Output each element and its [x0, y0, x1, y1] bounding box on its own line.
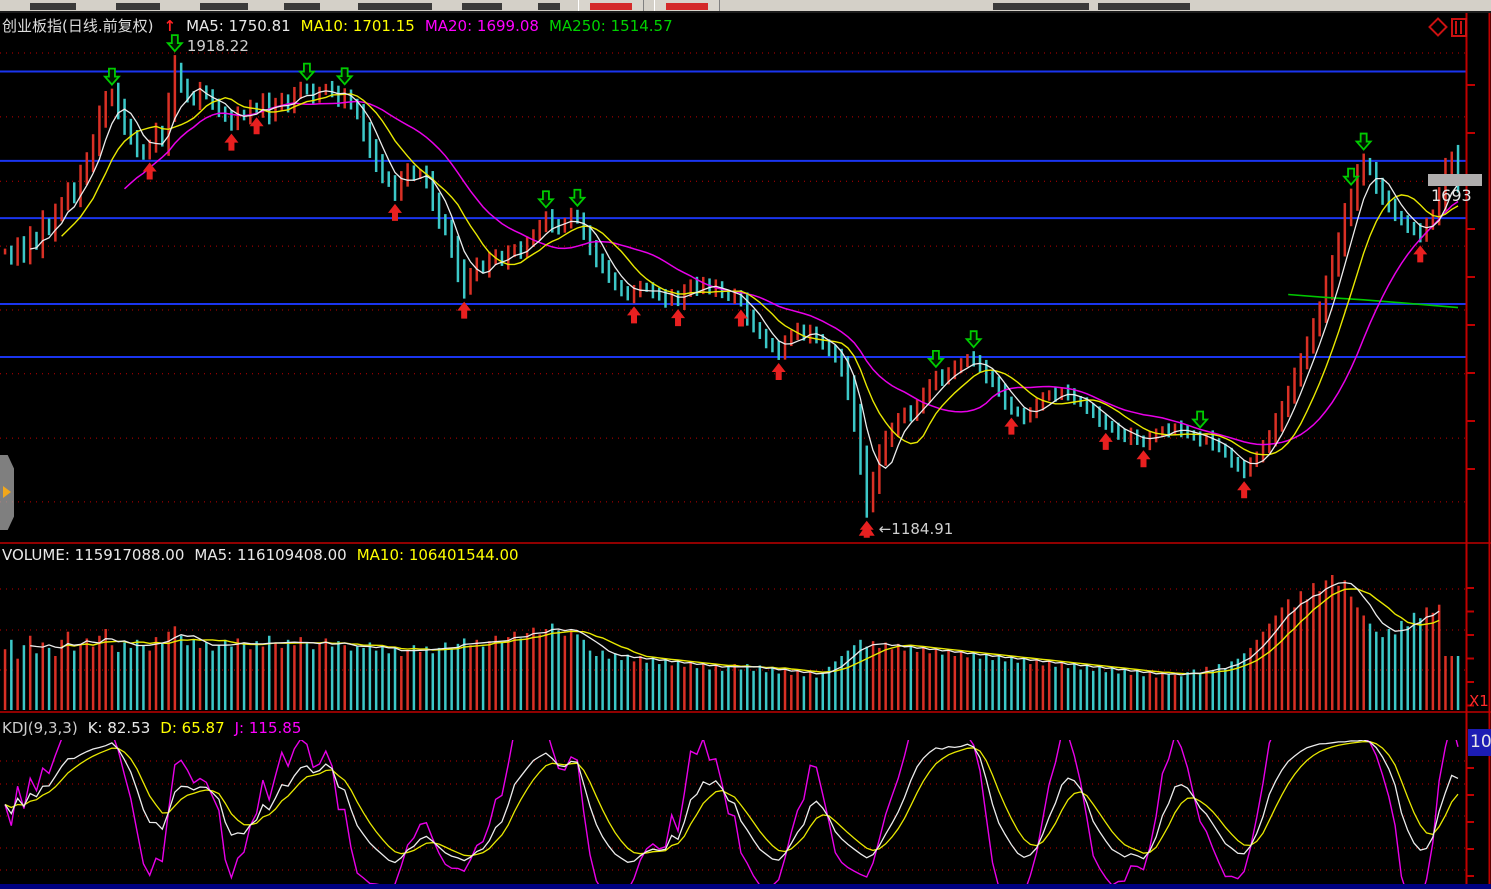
kdj-title-label: KDJ(9,3,3)	[2, 719, 78, 737]
toolbar-menu-item[interactable]	[993, 3, 1089, 10]
ma10-value-label: MA10: 1701.15	[300, 17, 415, 35]
kdj-axis-tag: 10	[1468, 729, 1491, 756]
volume-scale-label: X1	[1469, 692, 1489, 710]
toolbar-menu-item[interactable]	[590, 3, 632, 10]
volume-ma10-label: MA10: 106401544.00	[356, 546, 519, 564]
trend-up-arrow-icon: ↑	[163, 17, 177, 35]
instrument-title: 创业板指(日线.前复权)	[2, 17, 154, 35]
main-chart-header: 创业板指(日线.前复权) ↑ MA5: 1750.81 MA10: 1701.15 MA…	[2, 15, 683, 36]
kdj-lines	[4, 740, 1459, 886]
toolbar-menu-item[interactable]	[116, 3, 160, 10]
high-price-annotation: 1918.22	[186, 37, 249, 56]
toolbar-menu-item[interactable]	[284, 3, 320, 10]
toolbar-menu-item[interactable]	[538, 3, 560, 10]
window-layout-icon[interactable]	[1451, 18, 1467, 37]
price-ma-lines	[30, 87, 1459, 470]
current-price-text: 1693	[1431, 186, 1472, 205]
ma20-value-label: MA20: 1699.08	[424, 17, 539, 35]
current-price-bar	[1428, 174, 1482, 186]
toolbar-menu-item[interactable]	[666, 3, 708, 10]
volume-value-label: VOLUME: 115917088.00	[2, 546, 185, 564]
kdj-k-label: K: 82.53	[87, 719, 151, 737]
left-panel-expand-handle[interactable]	[0, 455, 14, 530]
toolbar-menu-item[interactable]	[462, 3, 502, 10]
kdj-d-label: D: 65.87	[160, 719, 225, 737]
toolbar-menu-item[interactable]	[200, 3, 248, 10]
low-price-annotation: ←1184.91	[878, 519, 954, 538]
top-toolbar[interactable]	[0, 0, 1491, 13]
kdj-j-label: J: 115.85	[234, 719, 302, 737]
ma250-value-label: MA250: 1514.57	[548, 17, 673, 35]
bottom-window-edge	[0, 884, 1491, 889]
main-gridlines	[0, 52, 1466, 871]
signal-arrows	[102, 34, 1428, 538]
volume-ma-lines	[30, 581, 1440, 676]
candlestick-series	[3, 55, 1460, 518]
kdj-panel-header: KDJ(9,3,3) K: 82.53 D: 65.87 J: 115.85	[2, 719, 311, 737]
volume-panel-header: VOLUME: 115917088.00 MA5: 116109408.00 MA1…	[2, 546, 529, 564]
toolbar-menu-item[interactable]	[358, 3, 432, 10]
volume-bars	[3, 575, 1460, 710]
toolbar-menu-item[interactable]	[1098, 3, 1190, 10]
toolbar-menu-item[interactable]	[30, 3, 76, 10]
ma5-value-label: MA5: 1750.81	[186, 17, 291, 35]
expand-arrow-icon	[3, 486, 11, 498]
volume-ma5-label: MA5: 116109408.00	[194, 546, 347, 564]
